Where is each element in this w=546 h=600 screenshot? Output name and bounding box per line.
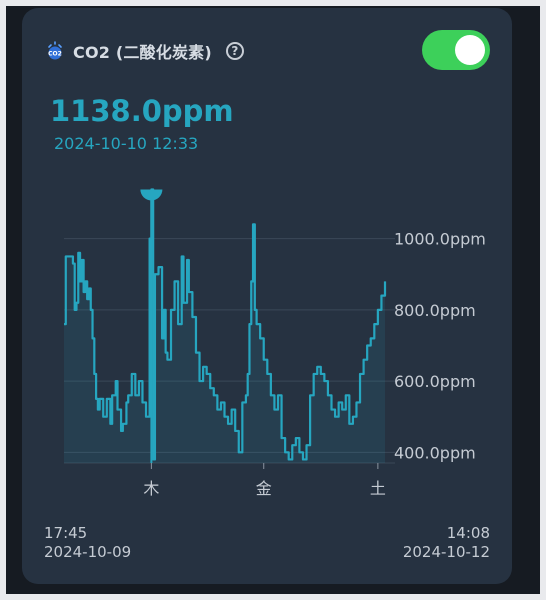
chart-grid — [64, 238, 395, 464]
sensor-enable-toggle[interactable] — [422, 30, 490, 70]
chart-line-layer — [64, 188, 387, 461]
x-tick-label: 土 — [370, 479, 386, 498]
co2-sensor-icon: CO2 — [48, 41, 62, 60]
x-tick-label: 木 — [143, 479, 159, 498]
sensor-title: CO2 (二酸化炭素) — [73, 43, 212, 62]
help-icon[interactable]: ? — [225, 42, 244, 60]
y-tick-label: 600.0ppm — [394, 372, 476, 391]
x-axis-ticks: 木金土 — [143, 463, 386, 498]
x-tick-label: 金 — [256, 479, 272, 498]
range-end: 14:08 2024-10-12 — [403, 524, 490, 562]
y-tick-label: 800.0ppm — [394, 301, 476, 320]
card-header: CO2 CO2 (二酸化炭素) ? — [45, 36, 244, 66]
toggle-knob — [455, 35, 485, 65]
y-tick-label: 400.0ppm — [394, 443, 476, 462]
range-end-time: 14:08 — [446, 524, 490, 542]
y-axis-ticks: 1000.0ppm 800.0ppm 600.0ppm 400.0ppm — [394, 230, 486, 463]
co2-history-chart[interactable]: 1000.0ppm 800.0ppm 600.0ppm 400.0ppm 木 金 土 — [22, 8, 512, 584]
range-start-date: 2024-10-09 — [44, 543, 132, 561]
current-value: 1138.0ppm — [50, 94, 234, 128]
range-start-time: 17:45 — [44, 524, 88, 542]
series-line — [64, 188, 387, 461]
reading-timestamp: 2024-10-10 12:33 — [54, 134, 199, 153]
y-tick-label: 1000.0ppm — [394, 230, 486, 249]
svg-text:CO2: CO2 — [48, 51, 62, 58]
chart-marker-layer — [140, 189, 163, 463]
range-end-date: 2024-10-12 — [402, 543, 490, 561]
co2-sensor-card[interactable]: CO2 CO2 (二酸化炭素) ? 1138.0ppm 2024-10-10 1… — [22, 8, 512, 584]
range-start: 17:45 2024-10-09 — [44, 524, 131, 562]
highlight-marker — [140, 189, 163, 201]
